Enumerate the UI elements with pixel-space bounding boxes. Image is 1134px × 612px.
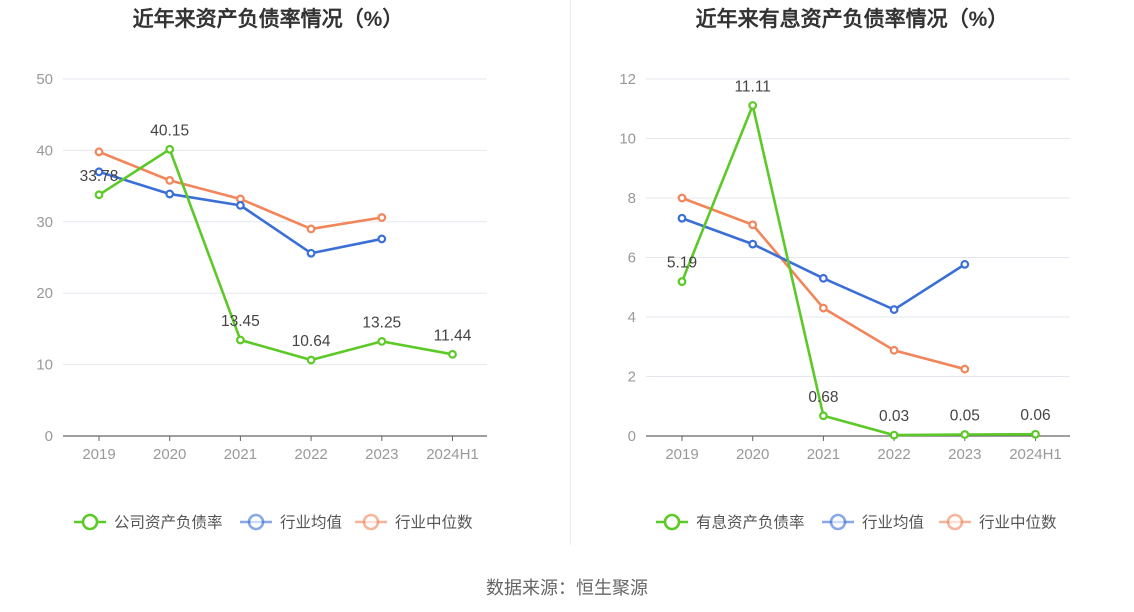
data-point-company (677, 277, 687, 286)
data-point-company (448, 349, 457, 359)
x-tick-label: 2021 (224, 446, 257, 463)
data-source-note: 数据来源：恒生聚源 (486, 578, 648, 598)
x-tick-label: 2022 (294, 446, 327, 463)
series-line-company (98, 148, 453, 362)
data-point-avg (889, 305, 899, 314)
data-point-median (377, 213, 387, 222)
data-point-company (165, 144, 175, 154)
x-tick-label: 2024H1 (426, 446, 479, 463)
data-point-median (960, 364, 970, 374)
x-tick-label: 2020 (153, 446, 186, 463)
data-point-avg (748, 239, 758, 249)
y-tick-label: 4 (628, 309, 636, 326)
data-label: 0.05 (950, 408, 980, 425)
data-point-median (94, 147, 104, 157)
data-point-company (960, 430, 970, 439)
data-point-median (748, 220, 758, 230)
legend-swatch-marker (663, 513, 681, 531)
chart-title: 近年来资产负债率情况（%） (133, 7, 404, 31)
data-point-median (889, 345, 899, 355)
y-tick-label: 30 (36, 214, 53, 231)
legend-swatch-marker (946, 513, 964, 531)
series-line-median (98, 150, 383, 231)
data-point-avg (677, 213, 687, 223)
y-tick-label: 10 (36, 357, 53, 374)
data-point-company (235, 335, 245, 345)
data-point-company (306, 355, 316, 365)
legend-label: 行业均值 (280, 514, 342, 532)
x-tick-label: 2024H1 (1009, 446, 1062, 463)
data-point-company (377, 336, 387, 346)
legend-label: 有息资产负债率 (696, 514, 805, 532)
x-tick-label: 2019 (665, 446, 698, 463)
series-line-avg (681, 217, 966, 311)
data-point-company (94, 190, 104, 200)
legend-label: 行业中位数 (979, 514, 1057, 532)
y-tick-label: 6 (628, 250, 636, 267)
y-tick-label: 40 (36, 142, 53, 159)
data-label: 33.78 (80, 168, 119, 185)
x-tick-label: 2023 (948, 446, 981, 463)
legend-item-median[interactable]: 行业中位数 (939, 514, 1057, 532)
data-label: 5.19 (667, 255, 697, 272)
legend-item-avg[interactable]: 行业均值 (240, 514, 342, 532)
legend-swatch-marker (247, 513, 265, 531)
data-point-median (677, 193, 687, 203)
data-label: 11.11 (734, 78, 771, 95)
panel-divider (570, 0, 571, 545)
x-tick-label: 2019 (82, 446, 115, 463)
y-tick-label: 50 (36, 71, 53, 88)
legend-label: 行业中位数 (395, 514, 473, 532)
y-tick-label: 0 (45, 428, 53, 445)
data-point-company (819, 411, 828, 421)
y-tick-label: 8 (628, 190, 636, 207)
x-tick-label: 2021 (807, 446, 840, 463)
data-point-avg (377, 234, 387, 244)
chart-panel-1: 近年来资产负债率情况（%） 0 10 20 30 40 50 2019 2020 2021 2022… (36, 7, 487, 532)
x-tick-label: 2022 (877, 446, 910, 463)
legend-item-median[interactable]: 行业中位数 (355, 514, 473, 532)
data-point-company (889, 430, 899, 440)
chart-title: 近年来有息资产负债率情况（%） (696, 7, 1009, 31)
data-point-company (748, 101, 758, 110)
data-label: 13.45 (221, 313, 260, 330)
data-point-avg (960, 259, 970, 269)
legend-label: 公司资产负债率 (114, 514, 223, 532)
data-point-avg (165, 189, 175, 199)
chart-panel-2: 近年来有息资产负债率情况（%） 0 2 4 6 8 10 12 2019 2020 2021 2022… (619, 7, 1070, 532)
data-label: 0.68 (808, 389, 838, 406)
x-tick-label: 2020 (736, 446, 769, 463)
data-label: 10.64 (292, 333, 331, 350)
data-point-company (1031, 429, 1040, 439)
legend-label: 行业均值 (862, 514, 924, 532)
data-point-median (306, 224, 316, 234)
legend-swatch-marker (362, 513, 380, 531)
data-label: 0.03 (879, 408, 909, 425)
y-tick-label: 10 (619, 131, 636, 148)
data-label: 0.06 (1020, 407, 1050, 424)
legend-swatch-marker (829, 513, 847, 531)
y-tick-label: 2 (628, 369, 636, 386)
series-line-avg (98, 170, 383, 255)
data-label: 40.15 (150, 122, 189, 139)
data-label: 13.25 (362, 314, 401, 331)
data-point-avg (819, 273, 828, 283)
series-line-company (680, 104, 1036, 437)
data-point-avg (94, 167, 104, 177)
data-point-median (819, 303, 828, 313)
data-label: 11.44 (434, 327, 472, 344)
x-tick-label: 2023 (365, 446, 398, 463)
data-point-median (165, 175, 175, 185)
legend-item-company[interactable]: 有息资产负债率 (656, 514, 805, 532)
legend-swatch-marker (81, 513, 99, 531)
y-tick-label: 20 (36, 285, 53, 302)
y-tick-label: 12 (619, 71, 636, 88)
legend-item-avg[interactable]: 行业均值 (822, 514, 924, 532)
series-line-median (681, 196, 966, 371)
legend-item-company[interactable]: 公司资产负债率 (74, 514, 223, 532)
data-point-avg (235, 200, 245, 210)
y-tick-label: 0 (628, 428, 636, 445)
data-point-avg (306, 248, 316, 258)
